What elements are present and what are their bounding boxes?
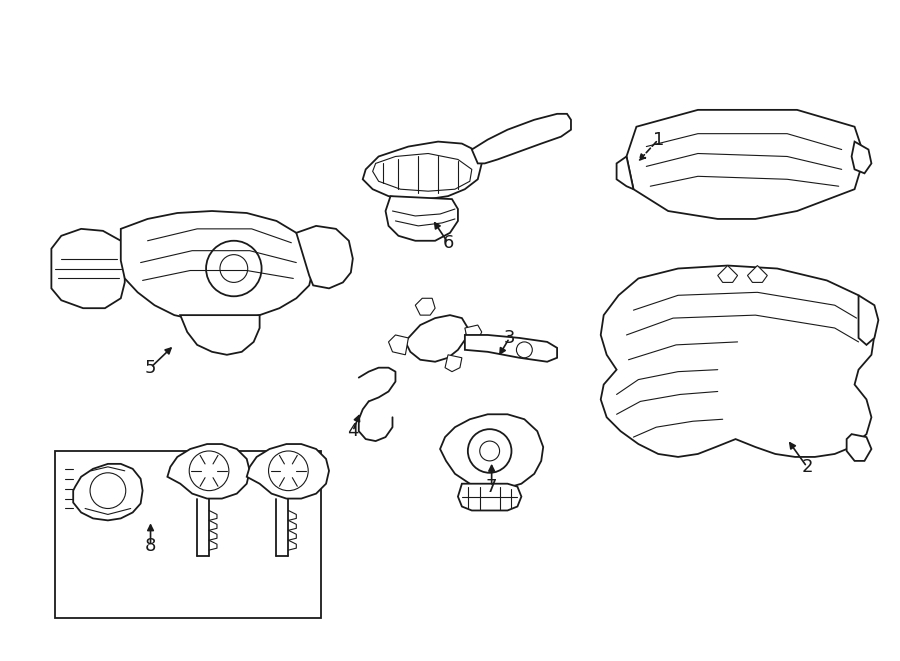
Polygon shape bbox=[385, 196, 458, 241]
Polygon shape bbox=[121, 211, 313, 322]
Polygon shape bbox=[73, 464, 142, 520]
Text: 6: 6 bbox=[442, 234, 454, 252]
Polygon shape bbox=[616, 157, 634, 189]
Polygon shape bbox=[445, 355, 462, 371]
Text: 3: 3 bbox=[504, 329, 515, 347]
Polygon shape bbox=[167, 444, 249, 498]
Polygon shape bbox=[472, 114, 571, 163]
Circle shape bbox=[468, 429, 511, 473]
Polygon shape bbox=[600, 266, 875, 457]
Circle shape bbox=[189, 451, 229, 490]
Polygon shape bbox=[859, 295, 878, 345]
Text: 8: 8 bbox=[145, 537, 157, 555]
Polygon shape bbox=[465, 325, 482, 342]
Text: 1: 1 bbox=[652, 131, 664, 149]
Polygon shape bbox=[465, 335, 557, 362]
Polygon shape bbox=[180, 315, 259, 355]
Polygon shape bbox=[247, 444, 329, 498]
Circle shape bbox=[480, 441, 500, 461]
Polygon shape bbox=[440, 414, 544, 488]
Polygon shape bbox=[415, 298, 435, 315]
Polygon shape bbox=[389, 335, 409, 355]
Polygon shape bbox=[748, 266, 768, 282]
Circle shape bbox=[220, 254, 248, 282]
Polygon shape bbox=[717, 266, 738, 282]
Circle shape bbox=[517, 342, 532, 358]
Polygon shape bbox=[405, 315, 468, 362]
Polygon shape bbox=[847, 434, 871, 461]
FancyBboxPatch shape bbox=[55, 451, 321, 617]
Circle shape bbox=[206, 241, 262, 296]
Text: 4: 4 bbox=[347, 422, 358, 440]
Circle shape bbox=[268, 451, 308, 490]
Polygon shape bbox=[458, 484, 521, 510]
Text: 2: 2 bbox=[801, 458, 813, 476]
Circle shape bbox=[90, 473, 126, 508]
Polygon shape bbox=[851, 141, 871, 173]
Polygon shape bbox=[626, 110, 865, 219]
Text: 7: 7 bbox=[486, 478, 498, 496]
Polygon shape bbox=[296, 226, 353, 288]
Text: 5: 5 bbox=[145, 359, 157, 377]
Polygon shape bbox=[373, 153, 472, 191]
Polygon shape bbox=[51, 229, 125, 308]
Polygon shape bbox=[363, 141, 482, 199]
